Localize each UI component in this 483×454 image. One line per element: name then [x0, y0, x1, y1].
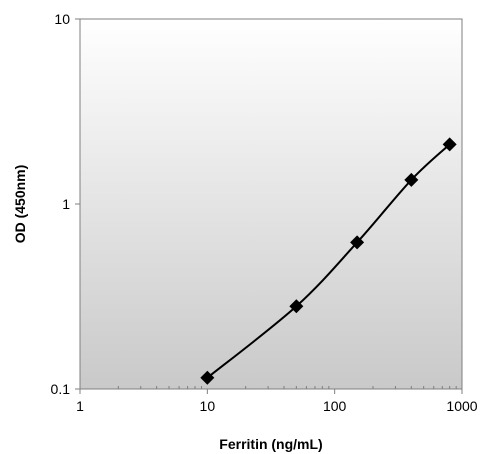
y-tick-label: 0.1 — [51, 381, 71, 397]
x-axis-ticks: 1 10 100 1000 — [76, 389, 478, 414]
data-point-marker — [404, 172, 419, 187]
x-tick-label: 100 — [323, 398, 347, 414]
y-tick-label: 1 — [62, 196, 70, 212]
y-tick-label: 10 — [54, 11, 70, 27]
data-point-marker — [442, 137, 457, 152]
x-tick-label: 1000 — [446, 398, 477, 414]
data-markers — [200, 137, 457, 385]
plot-area-background — [79, 18, 463, 390]
x-axis-title: Ferritin (ng/mL) — [219, 436, 322, 452]
y-axis-title: OD (450nm) — [12, 165, 28, 244]
x-tick-label: 1 — [76, 398, 84, 414]
data-point-marker — [200, 370, 215, 385]
data-point-marker — [350, 235, 365, 250]
x-tick-label: 10 — [200, 398, 216, 414]
y-axis-ticks: 0.1 1 10 — [51, 11, 80, 397]
data-point-marker — [289, 299, 304, 314]
x-minor-ticks — [117, 386, 457, 389]
